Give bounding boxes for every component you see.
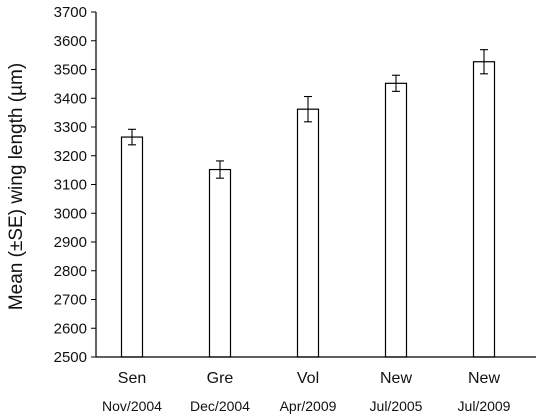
x-category-label: Vol [297, 370, 319, 387]
bars [120, 49, 496, 358]
y-tick-label: 2900 [54, 234, 87, 251]
x-category-label: New [380, 370, 412, 387]
bar [384, 82, 408, 358]
y-tick-label: 2500 [54, 349, 87, 366]
y-tick-label: 3600 [54, 33, 87, 50]
x-category-date: Nov/2004 [102, 398, 162, 414]
y-tick-label: 2700 [54, 292, 87, 309]
bar [296, 108, 320, 358]
y-axis-ticks: 2500 2600 2700 2800 2900 3000 3100 3200 3300 3400… [54, 4, 96, 366]
x-category-date: Jul/2005 [370, 398, 423, 414]
x-category-date: Apr/2009 [280, 398, 337, 414]
y-tick-label: 3000 [54, 205, 87, 222]
x-category-date: Dec/2004 [190, 398, 250, 414]
x-category-label: Sen [118, 370, 146, 387]
y-tick-label: 2800 [54, 263, 87, 280]
y-tick-label: 3400 [54, 90, 87, 107]
y-tick-label: 3500 [54, 62, 87, 79]
x-axis-labels: Sen Nov/2004 Gre Dec/2004 Vol Apr/2009 New Jul/… [102, 370, 511, 414]
y-tick-label: 3200 [54, 148, 87, 165]
bar [208, 168, 232, 358]
bar [472, 61, 496, 358]
y-tick-label: 2600 [54, 320, 87, 337]
y-tick-label: 3100 [54, 177, 87, 194]
bar [120, 136, 144, 358]
x-category-date: Jul/2009 [458, 398, 511, 414]
y-tick-label: 3700 [54, 4, 87, 21]
x-category-label: Gre [207, 370, 234, 387]
x-category-label: New [468, 370, 500, 387]
y-axis-label: Mean (±SE) wing length (µm) [6, 63, 27, 310]
y-tick-label: 3300 [54, 119, 87, 136]
